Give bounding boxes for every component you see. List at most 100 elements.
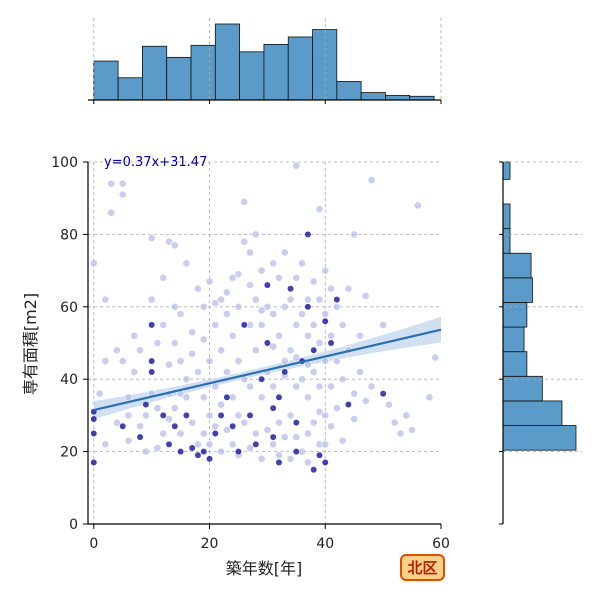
scatter-point-light — [217, 295, 225, 304]
scatter-point-light — [396, 429, 405, 438]
scatter-point-light — [176, 310, 185, 318]
scatter-point-light — [107, 179, 116, 188]
x-hist-bar — [214, 23, 241, 101]
scatter-point-dark — [148, 357, 156, 365]
scatter-point-light — [356, 331, 364, 340]
scatter-point-dark — [188, 444, 196, 452]
scatter-point-dark — [321, 459, 329, 466]
scatter-point-light — [199, 335, 208, 344]
scatter-point-light — [275, 331, 283, 340]
scatter-point-light — [275, 273, 283, 282]
district-badge-label: 北区 — [407, 559, 437, 577]
scatter-point-light — [222, 425, 231, 434]
scatter-point-light — [350, 230, 359, 239]
scatter-point-light — [367, 382, 376, 391]
scatter-point-light — [286, 411, 295, 420]
scatter-point-light — [153, 404, 162, 413]
scatter-point-light — [367, 176, 376, 184]
y-hist-bar — [502, 326, 525, 353]
scatter-point-light — [205, 411, 214, 420]
x-hist-bar — [239, 51, 265, 101]
scatter-point-dark — [165, 440, 173, 448]
scatter-point-light — [246, 281, 254, 289]
scatter-point-light — [338, 320, 347, 329]
scatter-point-dark — [333, 296, 341, 304]
scatter-point-dark — [292, 419, 300, 427]
scatter-point-light — [275, 451, 283, 460]
scatter-point-light — [222, 368, 231, 376]
scatter-point-dark — [142, 401, 150, 408]
scatter-point-light — [182, 259, 191, 268]
scatter-point-dark — [281, 368, 289, 376]
scatter-point-light — [425, 393, 434, 402]
scatter-point-light — [385, 400, 393, 409]
scatter-point-light — [257, 306, 266, 315]
scatter-point-dark — [90, 430, 98, 437]
scatter-point-dark — [304, 230, 312, 238]
scatter-point-light — [234, 270, 243, 279]
scatter-point-light — [390, 418, 399, 427]
scatter-points — [89, 161, 440, 474]
scatter-point-light — [356, 368, 364, 376]
scatter-point-light — [257, 393, 266, 402]
scatter-point-light — [321, 266, 330, 275]
scatter-point-light — [350, 389, 359, 398]
y-tick-label: 0 — [69, 517, 78, 533]
y-hist-bar — [502, 351, 528, 377]
scatter-point-light — [101, 357, 110, 365]
x-hist-bar — [336, 81, 362, 101]
scatter-point-light — [257, 266, 266, 275]
scatter-point-light — [298, 259, 307, 268]
scatter-point-dark — [344, 401, 352, 408]
scatter-point-light — [315, 295, 324, 304]
regression-line — [93, 328, 442, 412]
scatter-point-light — [298, 310, 307, 318]
scatter-point-light — [321, 357, 330, 365]
scatter-point-light — [292, 382, 301, 391]
scatter-point-light — [251, 346, 260, 355]
scatter-point-light — [321, 411, 330, 420]
y-hist-bar — [502, 425, 577, 451]
scatter-point-light — [280, 433, 289, 442]
scatter-point-light — [170, 339, 179, 347]
scatter-point-light — [118, 357, 127, 365]
scatter-point-dark — [136, 433, 144, 441]
scatter-point-dark — [316, 451, 323, 459]
scatter-point-light — [315, 339, 324, 347]
x-hist-bar — [117, 77, 143, 101]
scatter-point-light — [234, 357, 243, 365]
scatter-point-light — [413, 201, 422, 210]
scatter-point-light — [141, 447, 150, 456]
scatter-point-light — [182, 375, 191, 384]
scatter-point-light — [327, 422, 335, 431]
scatter-point-light — [350, 415, 359, 423]
scatter-point-dark — [182, 411, 190, 419]
scatter-point-light — [361, 397, 370, 405]
scatter-point-light — [165, 360, 173, 369]
scatter-point-light — [246, 248, 254, 257]
x-hist-bar — [385, 94, 411, 101]
x-hist-bar — [287, 36, 313, 101]
scatter-point-light — [269, 382, 278, 391]
scatter-point-light — [188, 418, 197, 427]
scatter-point-light — [217, 400, 225, 409]
scatter-point-dark — [217, 411, 225, 419]
scatter-point-light — [159, 429, 168, 438]
y-marginal-histogram — [499, 161, 582, 525]
scatter-point-light — [298, 375, 307, 384]
scatter-point-light — [182, 393, 191, 402]
scatter-point-light — [188, 328, 197, 337]
scatter-point-light — [275, 418, 283, 427]
scatter-point-dark — [275, 393, 283, 401]
y-axis-label: 専有面積[m2] — [21, 293, 40, 395]
y-tick-label: 20 — [60, 445, 78, 461]
scatter-point-light — [124, 436, 133, 445]
scatter-point-light — [217, 346, 225, 355]
scatter-point-light — [211, 382, 220, 391]
scatter-point-dark — [292, 448, 300, 456]
scatter-point-light — [159, 273, 168, 282]
scatter-point-light — [153, 339, 162, 347]
y-tick-label: 40 — [60, 372, 78, 388]
scatter-point-light — [118, 179, 127, 188]
scatter-point-dark — [263, 339, 271, 347]
